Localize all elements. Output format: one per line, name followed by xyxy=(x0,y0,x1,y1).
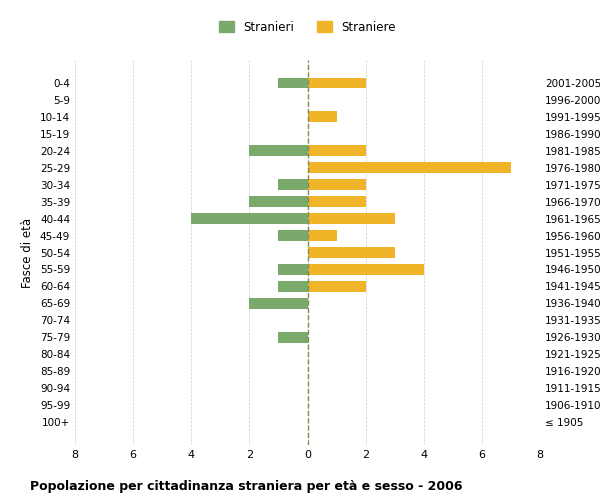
Bar xyxy=(308,282,365,292)
Bar xyxy=(278,264,308,274)
Bar xyxy=(308,180,365,190)
Bar xyxy=(308,112,337,122)
Bar xyxy=(308,214,395,224)
Bar xyxy=(308,78,365,88)
Bar xyxy=(308,230,337,240)
Bar xyxy=(278,78,308,88)
Bar xyxy=(278,230,308,240)
Legend: Stranieri, Straniere: Stranieri, Straniere xyxy=(215,16,400,38)
Y-axis label: Fasce di età: Fasce di età xyxy=(22,218,34,288)
Bar xyxy=(308,146,365,156)
Bar xyxy=(278,180,308,190)
Bar xyxy=(250,146,308,156)
Bar xyxy=(308,196,365,206)
Bar xyxy=(250,298,308,308)
Bar xyxy=(308,162,511,172)
Bar xyxy=(278,332,308,342)
Bar xyxy=(308,264,424,274)
Bar xyxy=(191,214,308,224)
Bar xyxy=(278,282,308,292)
Bar xyxy=(308,248,395,258)
Text: Popolazione per cittadinanza straniera per età e sesso - 2006: Popolazione per cittadinanza straniera p… xyxy=(30,480,463,493)
Bar xyxy=(250,196,308,206)
